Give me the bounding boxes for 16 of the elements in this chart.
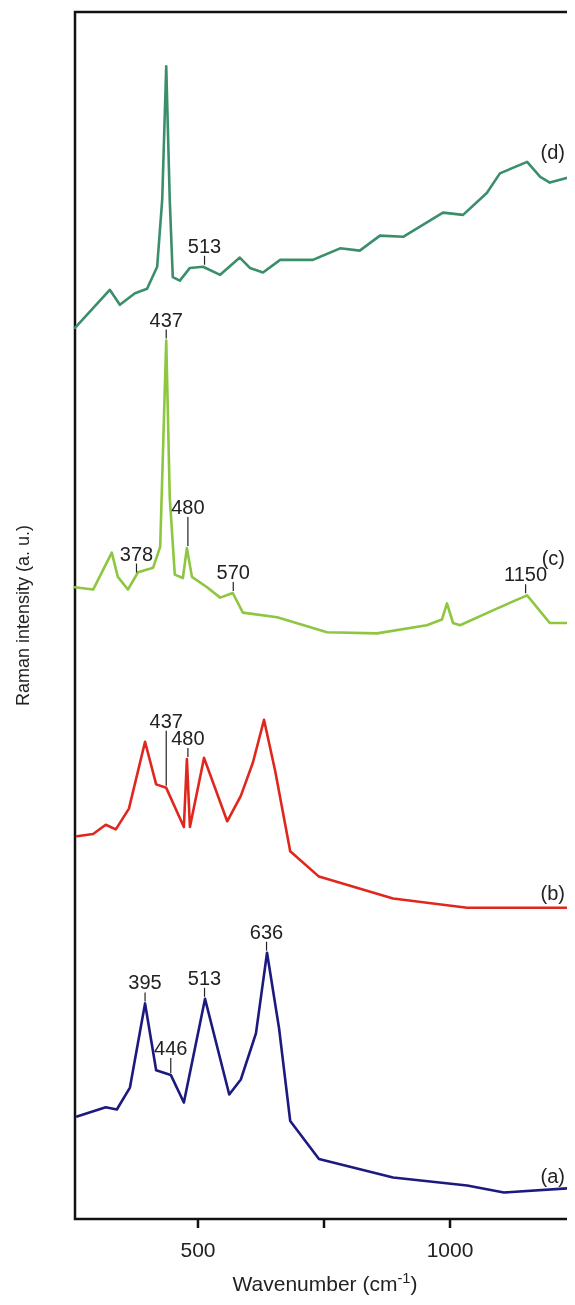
x-axis-title: Wavenumber (cm$^{-1}$): [232, 1270, 418, 1295]
y-axis-title: Raman intensity (a. u.): [13, 524, 33, 707]
annotation: 446: [154, 1036, 188, 1059]
series-label: (a): [540, 1164, 565, 1187]
annotation: 395: [128, 971, 162, 994]
series-label: (b): [540, 881, 565, 904]
series-label: (d): [540, 141, 565, 164]
annotation: 570: [216, 561, 250, 584]
annotation: 480: [171, 496, 205, 519]
x-tick-label: 500: [180, 1238, 216, 1261]
annotation: 513: [187, 966, 222, 989]
annotation: 437: [149, 308, 183, 331]
annotation: 636: [249, 920, 284, 943]
annotation: 378: [119, 542, 154, 565]
x-tick-label: 1000: [426, 1238, 474, 1261]
annotation: 513: [187, 234, 222, 257]
